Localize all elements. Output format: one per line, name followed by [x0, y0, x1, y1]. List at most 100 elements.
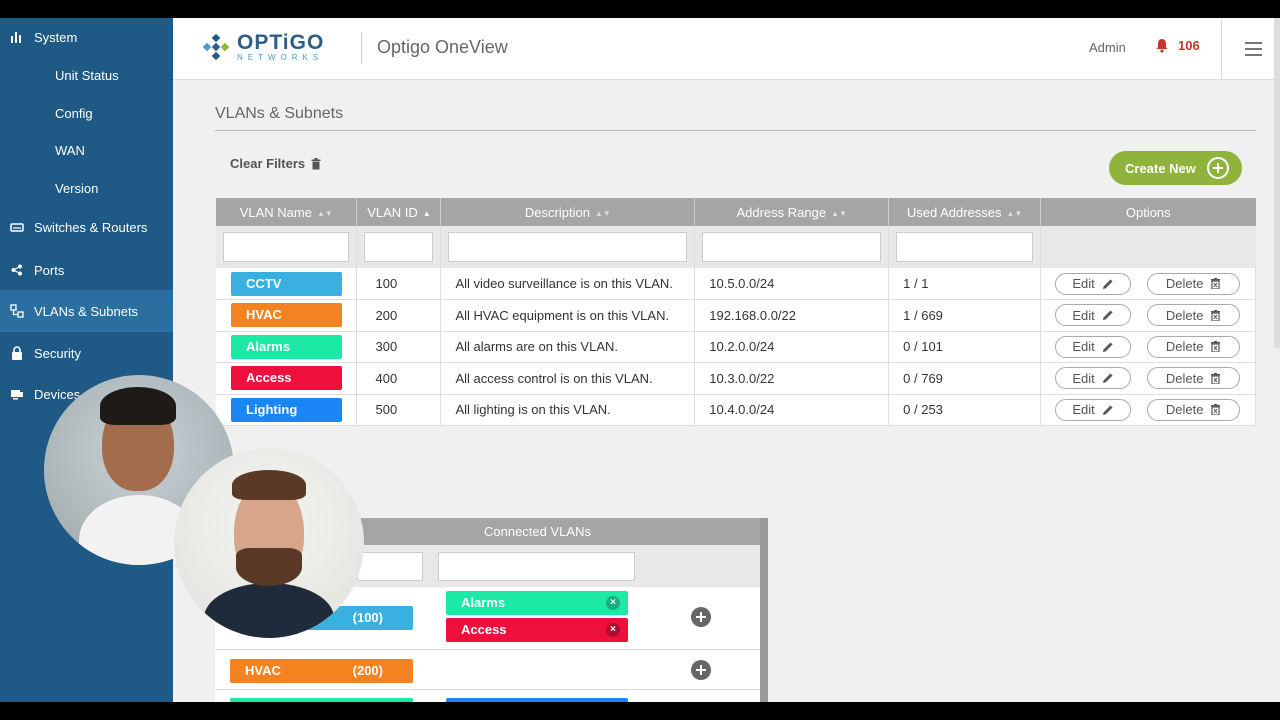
cell-used-addresses: 1 / 1	[888, 268, 1042, 300]
column-label: Used Addresses	[906, 204, 1002, 220]
pencil-icon	[1102, 310, 1113, 321]
cell-vlan-id: 500	[356, 394, 442, 426]
delete-button[interactable]: Delete	[1146, 367, 1240, 390]
chip-label: Alarms	[461, 595, 506, 610]
user-menu[interactable]: Admin	[1089, 40, 1126, 55]
cell-vlan-id: 200	[356, 299, 442, 332]
notifications-button[interactable]: 106	[1155, 38, 1200, 53]
cell-options: Edit Delete	[1040, 362, 1256, 395]
sidebar-item-vlans-subnets[interactable]: VLANs & Subnets	[0, 290, 173, 332]
edit-button[interactable]: Edit	[1055, 367, 1132, 390]
column-label: VLAN ID	[367, 204, 418, 220]
share-icon	[0, 264, 34, 276]
sidebar-item-wan[interactable]: WAN	[0, 131, 173, 169]
cell-options: Edit Delete	[1040, 331, 1256, 363]
cell-vlan-name: HVAC	[216, 299, 358, 332]
edit-button[interactable]: Edit	[1055, 398, 1132, 421]
sidebar-item-switches-routers[interactable]: Switches & Routers	[0, 208, 173, 246]
create-new-button[interactable]: Create New	[1109, 151, 1242, 185]
filter-vlan-input[interactable]	[357, 552, 423, 581]
cell-vlan-id: 300	[356, 331, 442, 363]
sidebar-item-version[interactable]: Version	[0, 169, 173, 207]
filter-description-input[interactable]	[448, 232, 688, 262]
connected-vlan-chip-access: Access ×	[446, 618, 628, 642]
trash-icon	[1211, 278, 1221, 289]
add-connection-icon[interactable]	[691, 607, 711, 627]
cell-address-range: 10.4.0.0/24	[694, 394, 890, 426]
trash-icon	[1211, 309, 1221, 321]
delete-button[interactable]: Delete	[1146, 272, 1240, 295]
page-title: VLANs & Subnets	[215, 105, 344, 122]
edit-button[interactable]: Edit	[1055, 272, 1132, 295]
sidebar-item-unit-status[interactable]: Unit Status	[0, 56, 173, 94]
optigo-logo: OPTiGO NETWORKS	[203, 32, 324, 62]
filter-address-range-input[interactable]	[702, 232, 882, 262]
app-window: System Unit Status Config WAN Version Sw…	[0, 18, 1280, 702]
sidebar-item-label: VLANs & Subnets	[34, 303, 139, 319]
vlan-pill-hvac: HVAC (200)	[230, 659, 413, 683]
delete-button[interactable]: Delete	[1146, 398, 1240, 421]
sidebar-item-label: Config	[55, 105, 93, 121]
column-header-description[interactable]: Description ▲▼	[440, 198, 696, 226]
edit-label: Edit	[1072, 307, 1095, 323]
delete-label: Delete	[1165, 370, 1204, 386]
sidebar-item-system[interactable]: System	[0, 18, 173, 56]
sort-asc-icon: ▲	[422, 208, 431, 218]
sidebar-item-ports[interactable]: Ports	[0, 251, 173, 289]
connected-vlan-chip	[446, 698, 628, 702]
hamburger-menu-icon[interactable]	[1245, 42, 1262, 60]
sidebar-item-devices[interactable]: Devices	[0, 375, 173, 413]
sort-icon: ▲▼	[831, 208, 847, 218]
column-header-options: Options	[1040, 198, 1256, 226]
scrollbar[interactable]	[1274, 18, 1280, 348]
delete-button[interactable]: Delete	[1146, 304, 1240, 327]
vlan-name-pill: HVAC	[231, 303, 342, 328]
add-connection-icon[interactable]	[691, 660, 711, 680]
sidebar-item-security[interactable]: Security	[0, 334, 173, 372]
filter-used-addresses-input[interactable]	[896, 232, 1034, 262]
switch-icon	[0, 222, 34, 232]
vlan-name-pill: Lighting	[231, 397, 342, 422]
remove-chip-icon[interactable]: ×	[606, 623, 620, 637]
plus-circle-icon	[1207, 157, 1229, 179]
delete-label: Delete	[1165, 402, 1204, 418]
filter-connected-vlans-input[interactable]	[438, 552, 635, 581]
top-header: OPTiGO NETWORKS Optigo OneView Admin 106	[173, 18, 1280, 80]
cell-description: All lighting is on this VLAN.	[440, 394, 696, 426]
title-divider	[215, 130, 1256, 131]
column-header-vlan-name[interactable]: VLAN Name ▲▼	[216, 198, 358, 226]
cell-vlan-name: Lighting	[216, 394, 358, 426]
sidebar-item-label: WAN	[55, 142, 85, 158]
delete-button[interactable]: Delete	[1146, 335, 1240, 358]
cell-description: All HVAC equipment is on this VLAN.	[440, 299, 696, 332]
cell-options: Edit Delete	[1040, 299, 1256, 332]
cell-address-range: 10.3.0.0/22	[694, 362, 890, 395]
pencil-icon	[1102, 279, 1113, 289]
clear-filters-button[interactable]: Clear Filters	[230, 156, 321, 171]
devices-icon	[0, 388, 34, 400]
cell-used-addresses: 1 / 669	[888, 299, 1042, 332]
remove-chip-icon[interactable]: ×	[606, 596, 620, 610]
trash-icon	[311, 157, 321, 169]
pencil-icon	[1102, 405, 1113, 415]
column-header-used-addresses[interactable]: Used Addresses ▲▼	[888, 198, 1042, 226]
edit-button[interactable]: Edit	[1055, 335, 1132, 358]
chip-label: Access	[461, 622, 507, 637]
table-row: CCTV 100 All video surveillance is on th…	[216, 268, 1256, 300]
column-header-address-range[interactable]: Address Range ▲▼	[694, 198, 890, 226]
pencil-icon	[1102, 373, 1113, 384]
column-label: Description	[524, 204, 590, 220]
create-new-label: Create New	[1125, 160, 1196, 176]
sidebar-item-config[interactable]: Config	[0, 94, 173, 132]
cell-vlan-name: Alarms	[216, 331, 358, 363]
cell-description: All access control is on this VLAN.	[440, 362, 696, 395]
column-label: VLAN Name	[239, 204, 312, 220]
sidebar-item-label: Ports	[34, 262, 65, 278]
column-header-vlan-id[interactable]: VLAN ID ▲	[356, 198, 442, 226]
edit-button[interactable]: Edit	[1055, 304, 1132, 327]
delete-label: Delete	[1165, 339, 1204, 355]
sidebar-item-label: System	[34, 29, 78, 45]
filter-vlan-name-input[interactable]	[223, 232, 350, 262]
filter-vlan-id-input[interactable]	[364, 232, 434, 262]
sidebar-item-label: Switches & Routers	[34, 219, 148, 235]
